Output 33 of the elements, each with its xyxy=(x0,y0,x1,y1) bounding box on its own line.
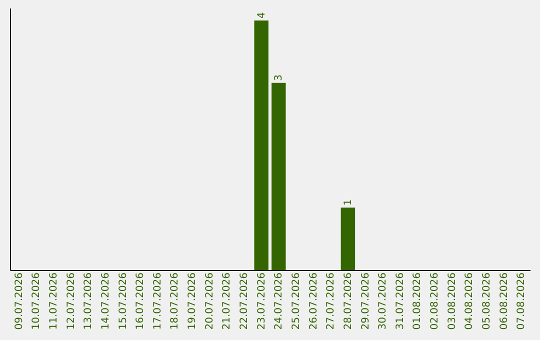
x-tick-label: 31.07.2026 xyxy=(394,272,406,330)
x-tick-label: 19.07.2026 xyxy=(187,272,198,330)
x-tick-label: 07.08.2026 xyxy=(516,272,528,330)
x-tick-label: 29.07.2026 xyxy=(360,272,372,330)
x-tick-label: 10.07.2026 xyxy=(31,272,42,330)
x-tick-label: 06.08.2026 xyxy=(498,272,510,330)
x-tick-label: 30.07.2026 xyxy=(378,272,389,330)
x-tick-label: 14.07.2026 xyxy=(100,272,112,330)
x-tick-label: 03.08.2026 xyxy=(446,272,458,330)
x-tick-label: 18.07.2026 xyxy=(170,272,181,330)
x-tick-label: 15.07.2026 xyxy=(118,272,129,330)
x-tick-label: 26.07.2026 xyxy=(308,272,320,330)
x-tick-label: 28.07.2026 xyxy=(342,272,354,330)
x-tick-label: 17.07.2026 xyxy=(152,272,164,330)
x-tick-label: 13.07.2026 xyxy=(83,272,94,330)
x-tick-label: 24.07.2026 xyxy=(274,272,285,330)
x-tick-label: 23.07.2026 xyxy=(256,272,268,330)
data-label: 4 xyxy=(256,12,268,18)
x-tick-label: 01.08.2026 xyxy=(412,272,424,330)
x-tick-label: 22.07.2026 xyxy=(239,272,250,330)
x-tick-label: 11.07.2026 xyxy=(48,272,60,330)
x-tick-label: 04.08.2026 xyxy=(464,272,476,330)
x-tick-label: 16.07.2026 xyxy=(135,272,146,330)
x-tick-label: 09.07.2026 xyxy=(14,272,25,330)
x-tick-label: 27.07.2026 xyxy=(326,272,337,330)
x-tick-label: 05.08.2026 xyxy=(482,272,493,330)
x-tick-label: 20.07.2026 xyxy=(204,272,216,330)
data-label: 1 xyxy=(342,199,354,206)
data-label: 3 xyxy=(274,74,285,81)
x-tick-label: 02.08.2026 xyxy=(430,272,441,330)
x-tick-label: 25.07.2026 xyxy=(290,272,302,330)
x-tick-label: 12.07.2026 xyxy=(66,272,77,330)
x-tick-label: 21.07.2026 xyxy=(222,272,233,330)
